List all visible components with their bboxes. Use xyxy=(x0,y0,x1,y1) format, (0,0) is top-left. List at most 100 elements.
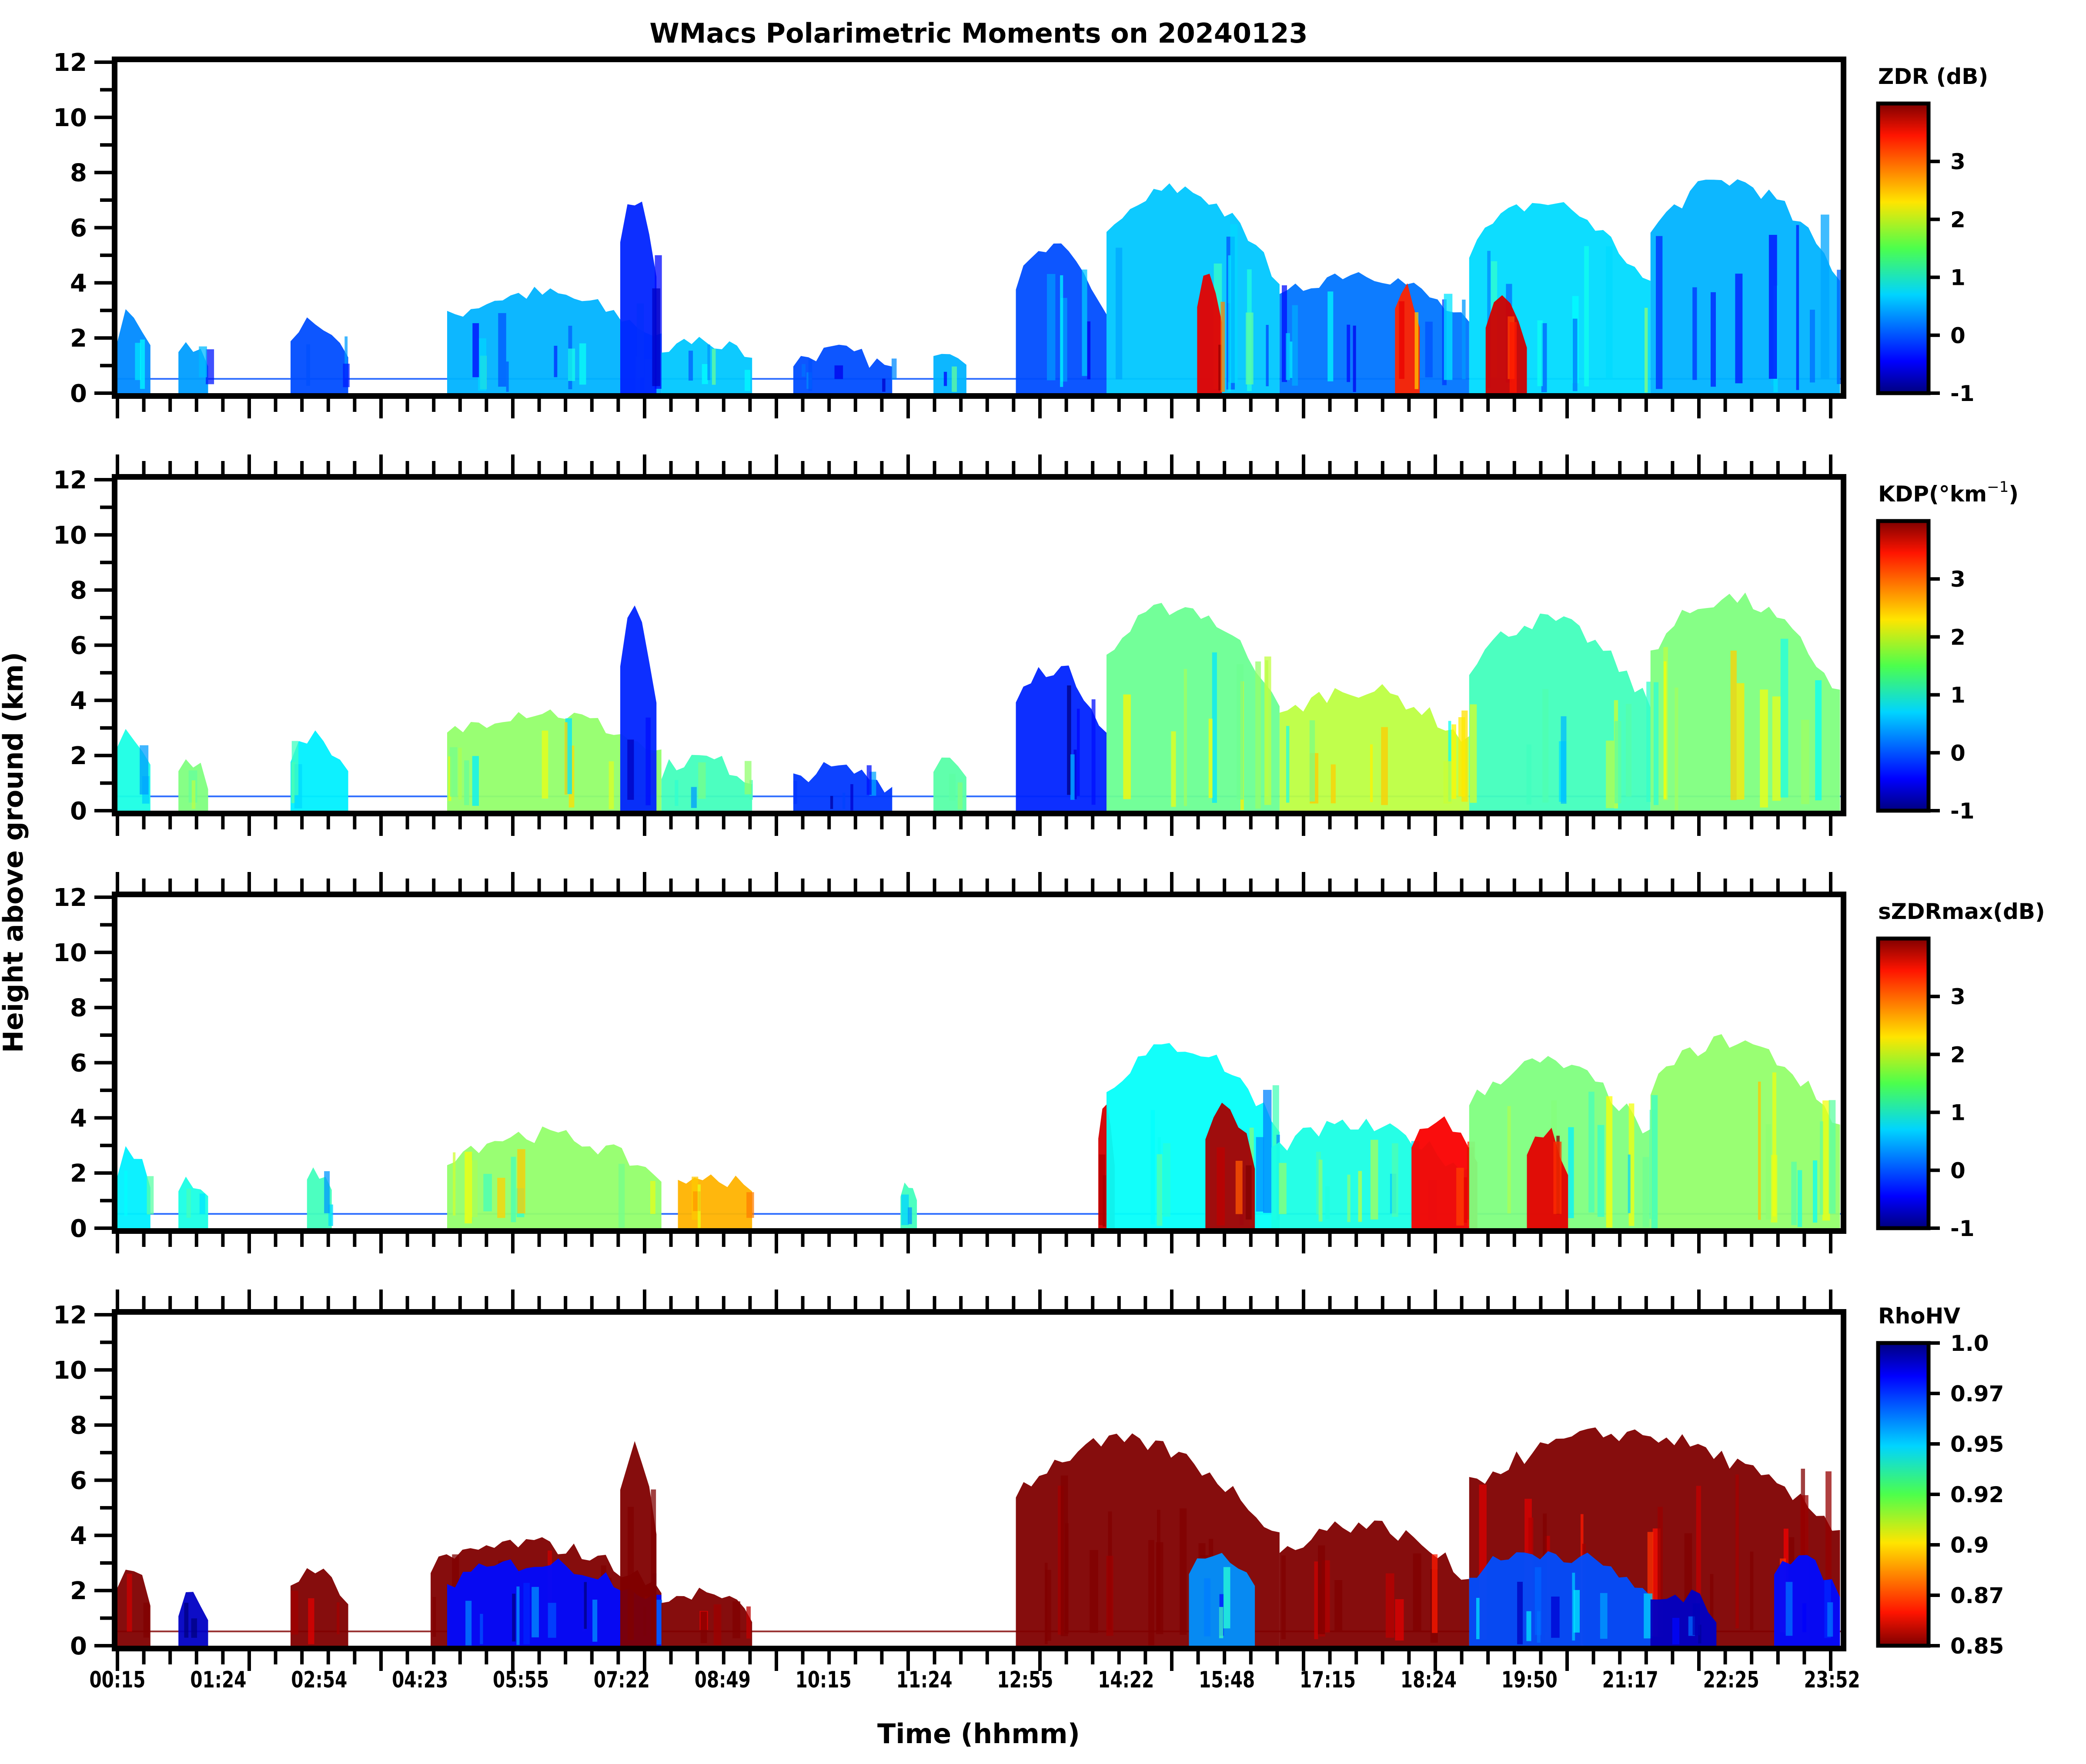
x-minor-tick-top xyxy=(485,879,488,892)
echo-streak xyxy=(1463,1177,1467,1223)
echo-cell xyxy=(1279,1520,1469,1646)
x-minor-tick xyxy=(142,816,146,829)
x-minor-tick-top xyxy=(458,461,462,474)
x-minor-tick xyxy=(326,1234,330,1247)
echo-streak xyxy=(1330,764,1336,804)
x-major-tick xyxy=(1434,1234,1437,1253)
colorbar-szdrmax xyxy=(1876,936,1931,1230)
x-minor-tick-top xyxy=(221,879,225,892)
x-minor-tick-top xyxy=(1275,461,1279,474)
x-minor-tick-top xyxy=(1460,1296,1464,1309)
echo-streak xyxy=(692,1176,699,1220)
x-minor-tick-top xyxy=(1539,461,1543,474)
x-minor-tick-top xyxy=(300,879,304,892)
x-minor-tick xyxy=(1460,1651,1464,1664)
x-minor-tick xyxy=(590,1651,594,1664)
x-major-tick xyxy=(116,1651,119,1671)
x-minor-tick-top xyxy=(1591,1296,1595,1309)
x-minor-tick-top xyxy=(1750,461,1754,474)
echo-streak xyxy=(1600,1593,1608,1639)
colorbar-tick xyxy=(1930,217,1940,221)
x-major-tick-top xyxy=(116,872,119,892)
echo-streak xyxy=(1651,1095,1658,1228)
x-major-tick xyxy=(116,1234,119,1253)
x-minor-tick xyxy=(1275,1234,1279,1247)
echo-streak xyxy=(1381,727,1388,805)
echo-streak xyxy=(1542,689,1549,803)
x-minor-tick-top xyxy=(1539,1296,1543,1309)
echo-streak xyxy=(568,348,575,381)
echo-layer xyxy=(117,592,1841,811)
x-major-tick-top xyxy=(379,872,383,892)
echo-streak xyxy=(1597,1125,1605,1217)
colorbar-kdp xyxy=(1876,519,1931,813)
x-minor-tick xyxy=(1591,1651,1595,1664)
x-minor-tick xyxy=(1776,1651,1780,1664)
echo-streak xyxy=(1476,1598,1480,1639)
x-major-tick xyxy=(1302,1234,1305,1253)
x-major-tick-top xyxy=(775,872,778,892)
x-minor-tick-top xyxy=(1354,461,1358,474)
echo-cell xyxy=(1650,179,1840,393)
colorbar-tick xyxy=(1930,751,1940,755)
x-minor-tick-top xyxy=(1618,461,1622,474)
x-major-tick xyxy=(1434,1651,1437,1671)
echo-streak xyxy=(707,344,710,380)
x-minor-tick-top xyxy=(1091,461,1095,474)
colorbar-tick xyxy=(1930,577,1940,581)
x-major-tick-top xyxy=(643,1290,646,1309)
x-minor-tick xyxy=(1249,1234,1253,1247)
echo-streak xyxy=(1837,270,1841,384)
x-minor-tick-top xyxy=(985,879,989,892)
x-tick-label: 21:17 xyxy=(1602,1667,1658,1693)
echo-streak xyxy=(291,741,299,795)
x-major-tick-top xyxy=(643,454,646,474)
axes-frame xyxy=(112,57,1846,399)
x-minor-tick xyxy=(722,816,725,829)
x-major-tick xyxy=(247,399,251,418)
echo-streak xyxy=(1255,661,1261,809)
echo-cell xyxy=(1197,274,1222,393)
x-major-tick xyxy=(1829,399,1832,418)
echo-streak xyxy=(1219,1607,1224,1638)
x-minor-tick-top xyxy=(1117,1296,1121,1309)
echo-streak xyxy=(1791,1162,1797,1225)
clutter-line xyxy=(117,378,1841,380)
echo-streak xyxy=(1148,1540,1154,1646)
echo-streak xyxy=(1815,680,1822,801)
x-minor-tick xyxy=(326,1651,330,1664)
echo-streak xyxy=(1645,307,1648,393)
x-major-tick-top xyxy=(1038,872,1042,892)
x-tick-label: 19:50 xyxy=(1501,1667,1558,1693)
colorbar-tick xyxy=(1930,1226,1940,1230)
echo-streak xyxy=(1217,1147,1225,1226)
x-minor-tick xyxy=(537,816,541,829)
x-minor-tick-top xyxy=(880,1296,884,1309)
x-major-tick xyxy=(1565,1651,1569,1671)
x-minor-tick-top xyxy=(1012,461,1016,474)
y-tick-label: 0 xyxy=(70,797,87,825)
x-minor-tick-top xyxy=(1802,879,1806,892)
x-minor-tick xyxy=(1776,816,1780,829)
echo-streak xyxy=(702,364,708,384)
x-major-tick-top xyxy=(1302,1290,1305,1309)
echo-streak xyxy=(712,349,716,385)
x-minor-tick xyxy=(1275,399,1279,412)
echo-streak xyxy=(328,1204,333,1226)
x-major-tick-top xyxy=(1038,1290,1042,1309)
echo-streak xyxy=(432,1597,436,1637)
echo-streak xyxy=(1180,1508,1187,1635)
x-minor-tick xyxy=(853,1234,857,1247)
echo-streak xyxy=(1443,761,1452,804)
echo-streak xyxy=(344,336,348,378)
echo-streak xyxy=(746,1192,754,1218)
y-minor-tick xyxy=(100,198,112,202)
echo-cell xyxy=(793,762,893,811)
x-minor-tick xyxy=(1381,1234,1384,1247)
x-minor-tick xyxy=(616,1651,620,1664)
x-minor-tick xyxy=(1064,816,1068,829)
colorbar-rhohv xyxy=(1876,1341,1931,1648)
echo-layer xyxy=(117,1034,1841,1228)
x-axis-label: Time (hhmm) xyxy=(877,1718,1080,1750)
